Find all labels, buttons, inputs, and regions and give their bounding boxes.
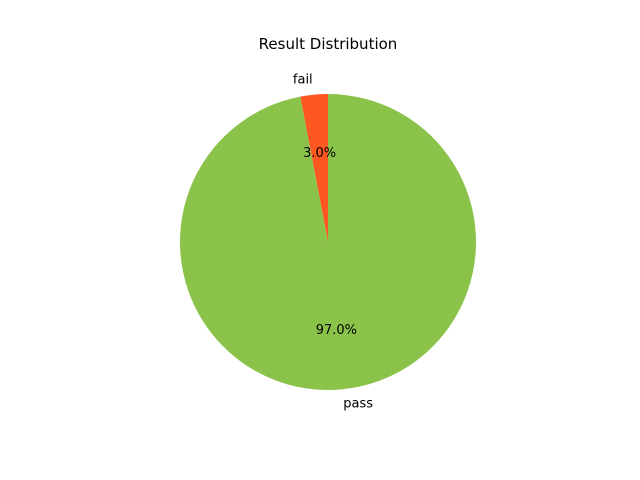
slice-percent-fail: 3.0% <box>303 146 336 161</box>
pie-slice-fail <box>300 94 328 242</box>
chart-title: Result Distribution <box>259 35 398 53</box>
slice-label-fail: fail <box>293 72 313 87</box>
pie-slices <box>179 94 476 390</box>
slice-percent-pass: 97.0% <box>316 323 357 338</box>
slice-label-pass: pass <box>343 397 373 412</box>
pie-slice-pass <box>179 94 476 390</box>
pie-labels: fail 3.0% pass 97.0% <box>293 72 373 411</box>
